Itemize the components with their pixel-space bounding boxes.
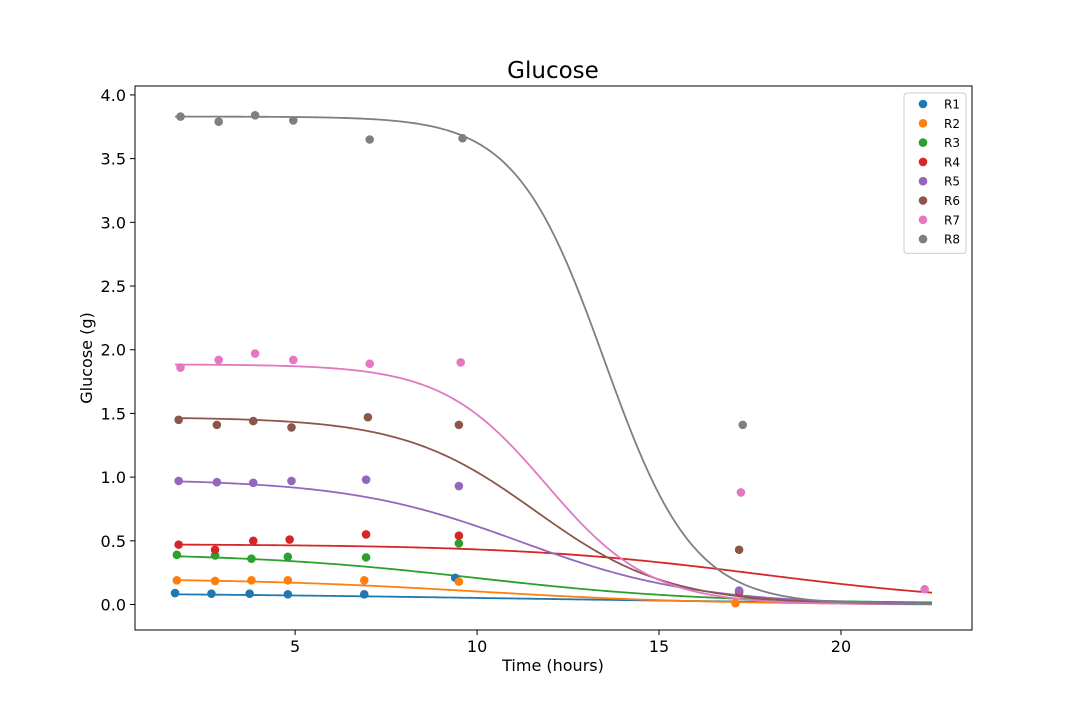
data-point-r8	[214, 117, 223, 126]
x-tick-label: 10	[467, 637, 487, 656]
legend-marker-r4	[918, 157, 928, 167]
legend-label-r8: R8	[944, 233, 960, 247]
x-tick-label: 20	[831, 637, 851, 656]
legend-marker-r2	[918, 119, 928, 128]
data-point-r5	[734, 586, 744, 595]
data-point-r2	[359, 576, 369, 585]
y-axis: 0.0 0.5 1.0 1.5 2.0 2.5 3.0 3.5 4.0	[101, 86, 135, 615]
data-point-r6	[734, 545, 744, 555]
y-tick-label: 4.0	[101, 86, 126, 105]
legend-marker-r1	[918, 99, 928, 109]
data-point-r7	[365, 359, 375, 369]
y-tick-label: 1.5	[101, 404, 126, 423]
data-point-r7	[214, 355, 223, 365]
data-point-r2	[731, 598, 740, 608]
data-point-r5	[454, 481, 464, 491]
fit-line-r8	[175, 115, 932, 606]
data-point-r6	[212, 420, 222, 430]
data-point-r2	[283, 576, 293, 585]
data-point-r5	[287, 476, 296, 486]
data-point-r3	[454, 539, 464, 548]
data-point-r8	[250, 111, 260, 120]
data-point-r5	[361, 475, 371, 484]
legend-marker-r6	[918, 196, 928, 205]
data-point-r8	[176, 112, 185, 121]
data-point-r1	[283, 590, 293, 599]
y-axis-label: Glucose (g)	[77, 312, 96, 403]
legend-label-r5: R5	[944, 175, 960, 189]
legend-label-r7: R7	[944, 213, 960, 227]
chart-title: Glucose	[507, 58, 599, 84]
data-point-r6	[174, 415, 183, 425]
data-point-r1	[170, 588, 180, 598]
x-tick-label: 15	[649, 637, 669, 656]
data-point-r4	[210, 545, 220, 555]
data-point-r6	[248, 416, 258, 426]
data-point-r3	[361, 553, 371, 562]
legend-marker-r3	[918, 138, 928, 147]
data-point-r3	[283, 552, 293, 562]
legend-marker-r8	[918, 234, 928, 244]
x-axis-label: Time (hours)	[501, 656, 604, 675]
y-tick-label: 2.5	[101, 277, 126, 296]
data-point-r6	[454, 420, 464, 430]
plot-frame	[134, 85, 973, 631]
legend: R1 R2 R3 R4 R5 R6 R7 R8	[903, 92, 967, 254]
data-point-r8	[289, 116, 298, 125]
data-point-r2	[172, 576, 182, 585]
data-point-r7	[736, 488, 746, 497]
legend-marker-r5	[918, 176, 928, 186]
data-point-r7	[456, 358, 466, 367]
legend-frame	[903, 92, 967, 254]
data-point-r1	[245, 589, 254, 598]
x-tick-label: 5	[290, 637, 300, 656]
y-tick-label: 2.0	[101, 341, 126, 360]
data-point-r2	[454, 577, 464, 586]
legend-label-r2: R2	[944, 117, 960, 131]
data-point-r7	[920, 584, 929, 594]
fit-line-r7	[175, 363, 932, 606]
plot-area	[170, 111, 933, 608]
data-point-r1	[207, 589, 216, 598]
data-point-r3	[247, 554, 256, 563]
data-point-r6	[287, 423, 296, 432]
data-point-r4	[454, 531, 464, 541]
legend-label-r1: R1	[944, 98, 960, 112]
data-point-r6	[363, 412, 373, 422]
data-point-r7	[289, 355, 298, 365]
y-tick-label: 1.0	[101, 468, 126, 487]
x-axis: 5 10 15 20	[290, 630, 851, 656]
data-point-r7	[176, 363, 185, 372]
data-point-r3	[172, 550, 182, 560]
data-point-r2	[210, 576, 220, 586]
data-point-r2	[247, 576, 256, 585]
y-tick-label: 0.5	[101, 532, 126, 551]
data-point-r8	[458, 133, 467, 143]
data-point-r5	[212, 477, 222, 487]
y-tick-label: 3.0	[101, 213, 126, 232]
legend-label-r6: R6	[944, 194, 960, 208]
legend-marker-r7	[918, 215, 928, 225]
y-tick-label: 3.5	[101, 150, 126, 169]
data-point-r5	[174, 476, 183, 486]
legend-label-r3: R3	[944, 136, 960, 150]
data-point-r1	[359, 590, 369, 599]
data-point-r4	[248, 536, 258, 546]
data-point-r4	[361, 530, 371, 539]
data-point-r8	[365, 135, 375, 144]
data-point-r4	[174, 540, 183, 549]
y-tick-label: 0.0	[101, 596, 126, 615]
fit-line-r6	[175, 417, 932, 605]
data-point-r8	[738, 420, 748, 430]
data-point-r4	[285, 535, 294, 544]
data-point-r5	[248, 478, 258, 488]
data-point-r7	[250, 349, 260, 358]
legend-label-r4: R4	[944, 155, 960, 169]
